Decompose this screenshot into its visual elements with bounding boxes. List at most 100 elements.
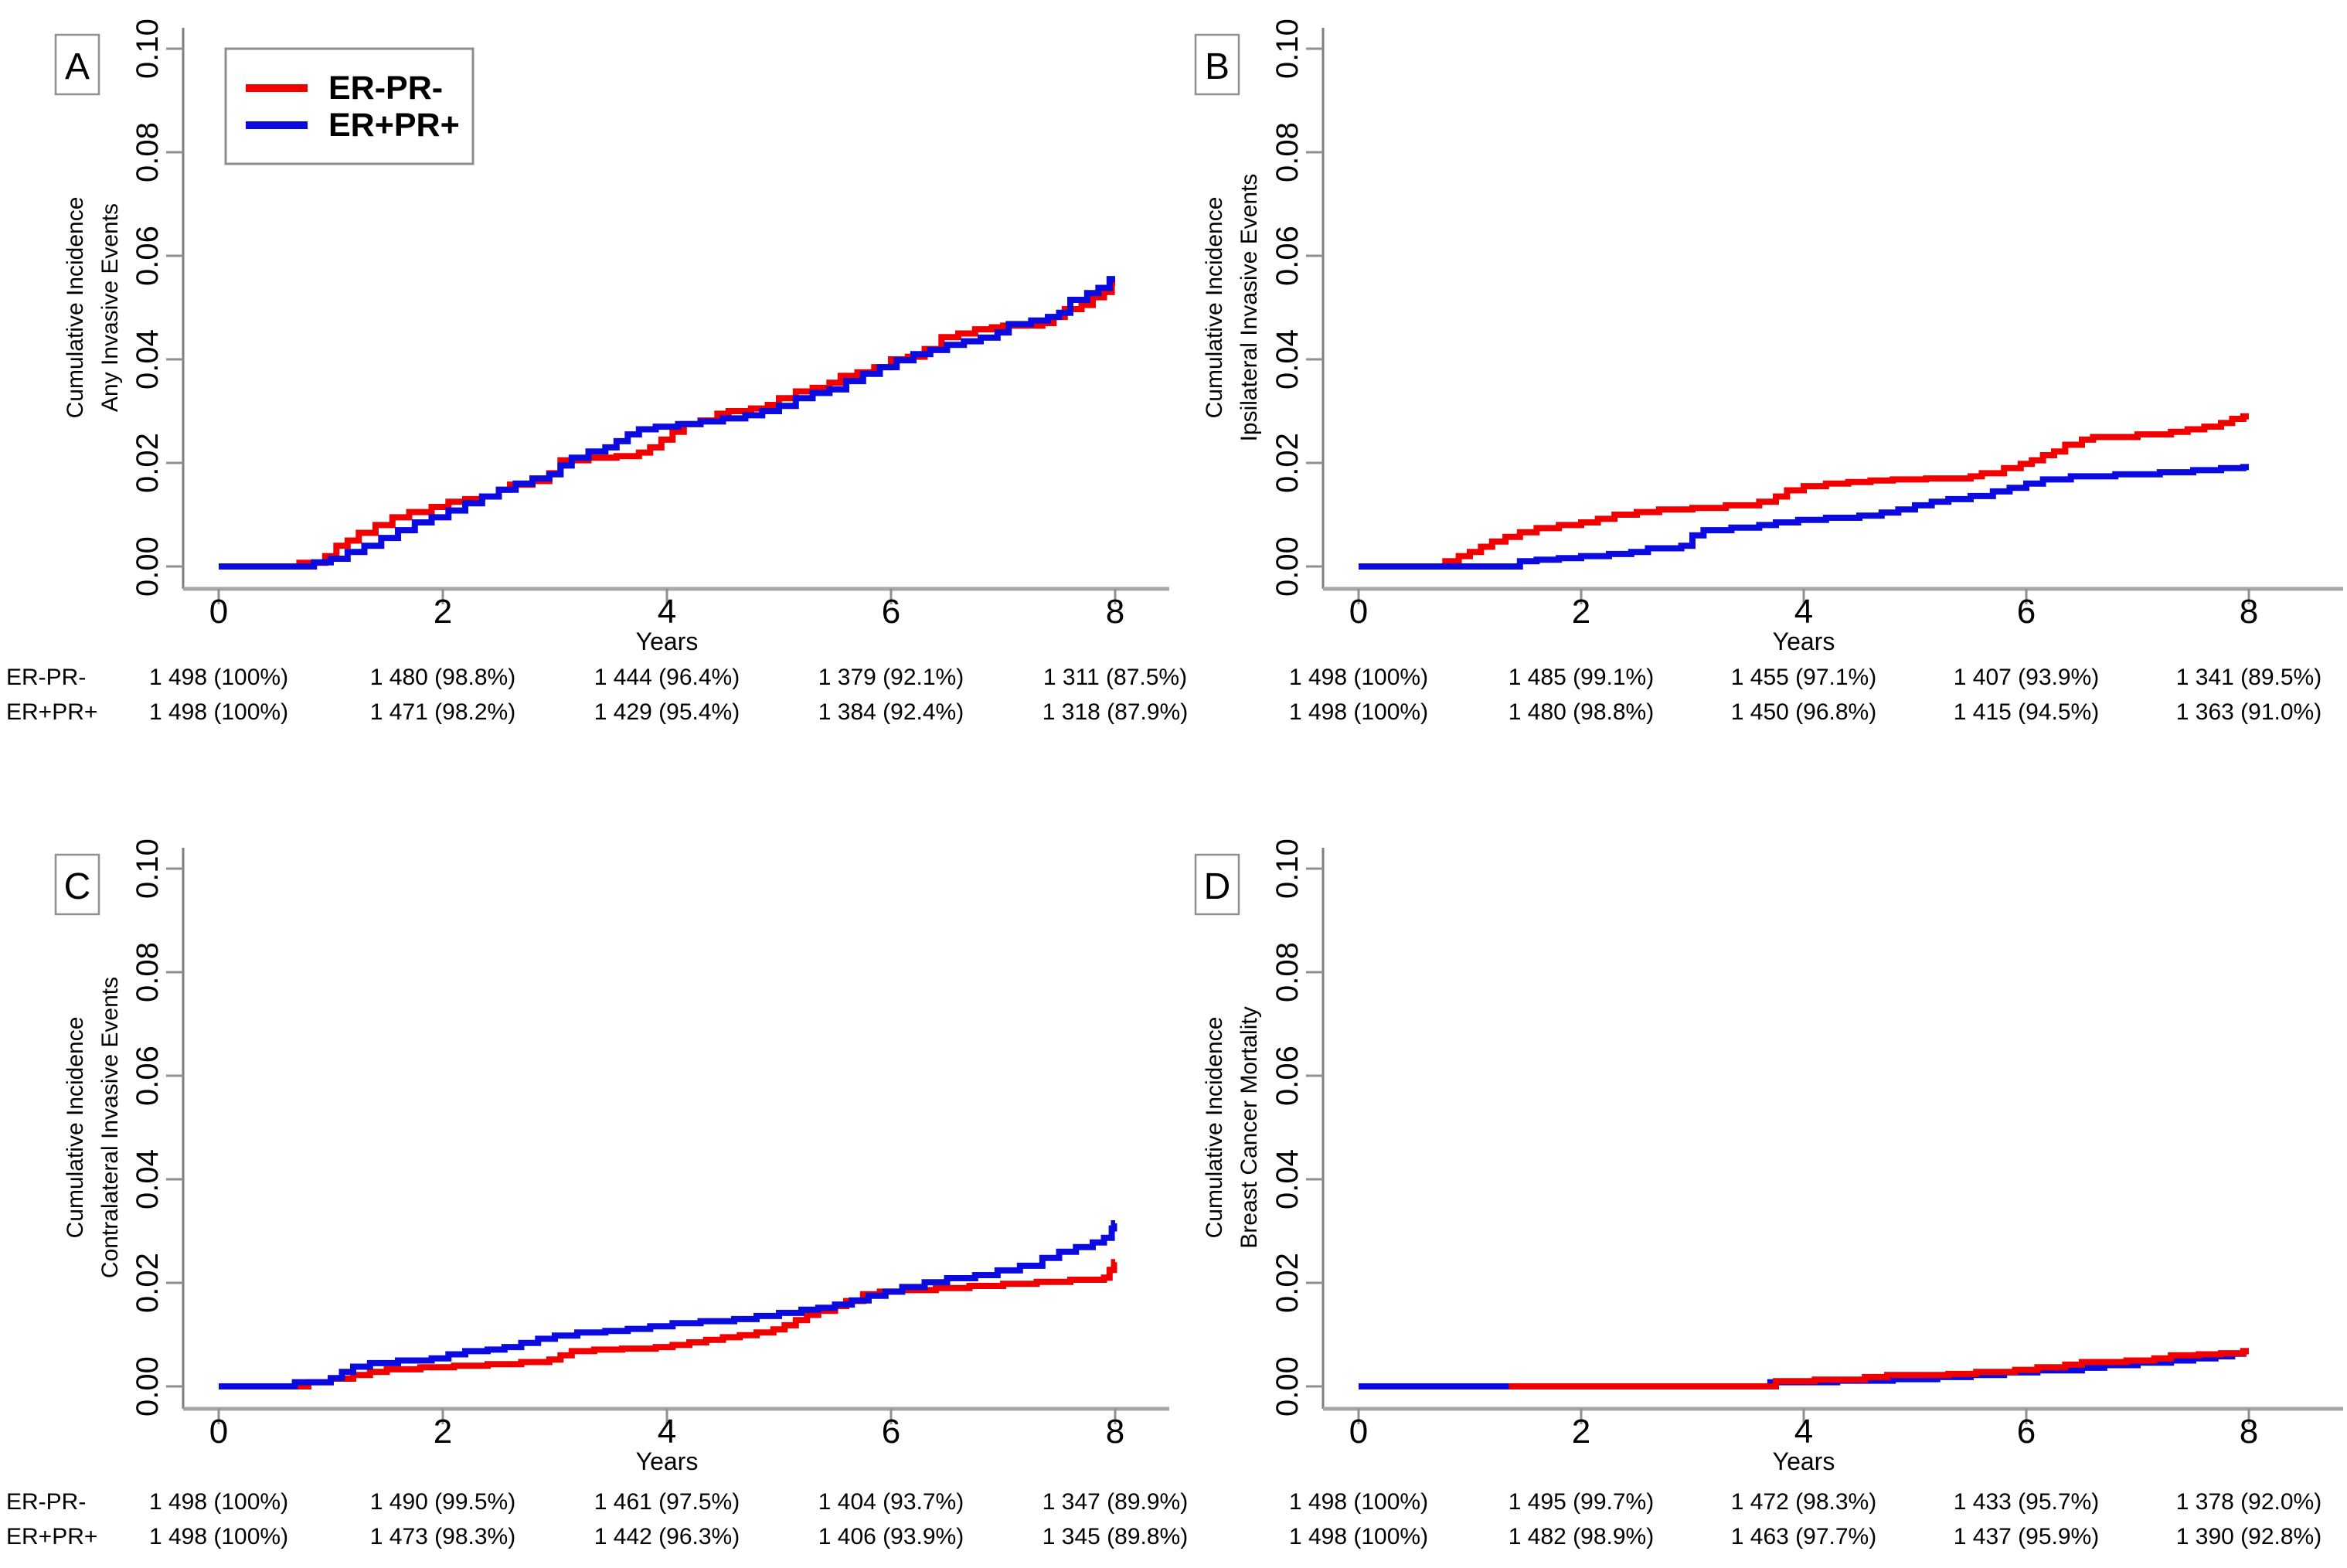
risk-cell: 1 442 (96.3%) xyxy=(594,1524,740,1549)
y-axis-title-line1: Cumulative Incidence xyxy=(1202,1017,1227,1239)
panel-D: 0.00 0.02 0.04 0.06 0.08 0.10 0 2 4 6 8 Cumulative … xyxy=(1174,784,2347,1568)
x-axis-title: Years xyxy=(636,628,699,655)
risk-cell: 1 450 (96.8%) xyxy=(1731,699,1876,725)
risk-cell: 1 404 (93.7%) xyxy=(818,1489,964,1515)
risk-cell: 1 406 (93.9%) xyxy=(818,1524,964,1549)
series-er-pr-neg-curve xyxy=(219,1259,1117,1389)
panel-letter: D xyxy=(1204,866,1231,907)
y-tick-label: 0.02 xyxy=(131,1253,165,1313)
risk-cell: 1 378 (92.0%) xyxy=(2176,1489,2321,1515)
x-tick-label: 2 xyxy=(434,1413,452,1451)
x-tick-label: 2 xyxy=(434,593,452,631)
risk-cell: 1 471 (98.2%) xyxy=(370,699,515,725)
y-tick-label: 0.06 xyxy=(1270,1046,1304,1106)
x-tick-label: 8 xyxy=(2240,593,2258,631)
panel-letter: B xyxy=(1205,46,1230,87)
y-tick-label: 0.06 xyxy=(131,1046,165,1106)
x-axis-title: Years xyxy=(1773,628,1835,655)
y-tick-label: 0.04 xyxy=(1270,1149,1304,1209)
series-er-pr-neg-curve xyxy=(219,279,1115,570)
risk-cell: 1 433 (95.7%) xyxy=(1954,1489,2099,1515)
x-tick-label: 0 xyxy=(209,593,228,631)
x-tick-label: 6 xyxy=(882,593,900,631)
y-tick-label: 0.10 xyxy=(1270,838,1304,899)
risk-cell: 1 490 (99.5%) xyxy=(370,1489,515,1515)
panel-letter: A xyxy=(65,46,90,87)
y-tick-label: 0.00 xyxy=(1270,536,1304,597)
risk-cell: 1 384 (92.4%) xyxy=(818,699,964,725)
risk-cell: 1 455 (97.1%) xyxy=(1731,665,1876,690)
series-er-pr-neg-curve xyxy=(1359,413,2249,570)
risk-cell: 1 495 (99.7%) xyxy=(1509,1489,1654,1515)
risk-cell: 1 485 (99.1%) xyxy=(1509,665,1654,690)
x-tick-label: 8 xyxy=(1106,593,1124,631)
panel-letter-box xyxy=(54,33,100,96)
y-tick-label: 0.10 xyxy=(131,19,165,79)
risk-row-label: ER+PR+ xyxy=(6,1524,97,1549)
y-tick-label: 0.02 xyxy=(1270,1253,1304,1313)
legend-label: ER+PR+ xyxy=(328,107,460,144)
risk-cell: 1 498 (100%) xyxy=(1289,699,1428,725)
y-tick-label: 0.02 xyxy=(131,433,165,493)
y-axis-title-line2: Contralateral Invasive Events xyxy=(97,977,123,1278)
panel-B: 0.00 0.02 0.04 0.06 0.08 0.10 0 2 4 6 8 Cumulative … xyxy=(1174,0,2347,784)
risk-cell: 1 472 (98.3%) xyxy=(1731,1489,1876,1515)
y-tick-label: 0.06 xyxy=(1270,226,1304,286)
x-tick-label: 4 xyxy=(1794,593,1813,631)
risk-cell: 1 498 (100%) xyxy=(1289,1524,1428,1549)
risk-cell: 1 415 (94.5%) xyxy=(1954,699,2099,725)
y-tick-label: 0.00 xyxy=(131,536,165,597)
y-tick-label: 0.00 xyxy=(1270,1356,1304,1417)
y-axis-title-line1: Cumulative Incidence xyxy=(63,197,88,419)
risk-cell: 1 498 (100%) xyxy=(1289,1489,1428,1515)
x-tick-label: 0 xyxy=(209,1413,228,1451)
y-tick-label: 0.08 xyxy=(1270,942,1304,1002)
risk-cell: 1 498 (100%) xyxy=(149,1489,288,1515)
y-tick-label: 0.04 xyxy=(1270,329,1304,389)
x-tick-label: 6 xyxy=(2017,593,2036,631)
x-tick-label: 4 xyxy=(658,593,676,631)
panel-B-chart: 0.00 0.02 0.04 0.06 0.08 0.10 0 2 4 6 8 Cumulative … xyxy=(1194,19,2343,725)
risk-cell: 1 407 (93.9%) xyxy=(1954,665,2099,690)
x-tick-label: 6 xyxy=(882,1413,900,1451)
y-tick-label: 0.00 xyxy=(131,1356,165,1417)
series-er-pr-pos-curve xyxy=(219,276,1115,570)
risk-cell: 1 341 (89.5%) xyxy=(2176,665,2321,690)
panel-A-chart: 0.00 0.02 0.04 0.06 0.08 0.10 0 2 4 6 8 Cumulative … xyxy=(6,19,1188,725)
y-axis-title-line2: Breast Cancer Mortality xyxy=(1236,1006,1262,1248)
risk-cell: 1 429 (95.4%) xyxy=(594,699,740,725)
risk-cell: 1 318 (87.9%) xyxy=(1043,699,1188,725)
x-tick-label: 8 xyxy=(1106,1413,1124,1451)
risk-cell: 1 390 (92.8%) xyxy=(2176,1524,2321,1549)
x-tick-label: 2 xyxy=(1572,1413,1590,1451)
y-tick-label: 0.06 xyxy=(131,226,165,286)
risk-cell: 1 363 (91.0%) xyxy=(2176,699,2321,725)
x-tick-label: 6 xyxy=(2017,1413,2036,1451)
series-er-pr-neg-curve xyxy=(1509,1348,2249,1389)
risk-cell: 1 379 (92.1%) xyxy=(818,665,964,690)
x-axis-title: Years xyxy=(1773,1447,1835,1475)
y-tick-label: 0.10 xyxy=(131,838,165,899)
x-tick-label: 0 xyxy=(1349,1413,1368,1451)
risk-row-label: ER-PR- xyxy=(6,1489,86,1515)
y-tick-label: 0.08 xyxy=(131,122,165,182)
x-axis-title: Years xyxy=(636,1447,699,1475)
x-tick-label: 8 xyxy=(2240,1413,2258,1451)
x-tick-label: 4 xyxy=(658,1413,676,1451)
y-axis-title-line1: Cumulative Incidence xyxy=(1202,197,1227,419)
panel-C-chart: 0.00 0.02 0.04 0.06 0.08 0.10 0 2 4 6 8 Cumulative … xyxy=(6,838,1188,1549)
x-tick-label: 0 xyxy=(1349,593,1368,631)
legend-box xyxy=(224,47,475,165)
y-axis-title-line2: Any Invasive Events xyxy=(97,203,123,412)
series-er-pr-pos-curve xyxy=(219,1220,1117,1389)
risk-cell: 1 345 (89.8%) xyxy=(1043,1524,1188,1549)
risk-row-label: ER+PR+ xyxy=(6,699,97,725)
risk-cell: 1 498 (100%) xyxy=(1289,665,1428,690)
x-tick-label: 4 xyxy=(1794,1413,1813,1451)
risk-cell: 1 437 (95.9%) xyxy=(1954,1524,2099,1549)
x-tick-label: 2 xyxy=(1572,593,1590,631)
y-tick-label: 0.04 xyxy=(131,329,165,389)
risk-cell: 1 311 (87.5%) xyxy=(1043,665,1187,690)
y-axis-title-line1: Cumulative Incidence xyxy=(63,1017,88,1239)
panel-C: 0.00 0.02 0.04 0.06 0.08 0.10 0 2 4 6 8 Cumulative … xyxy=(0,784,1188,1568)
